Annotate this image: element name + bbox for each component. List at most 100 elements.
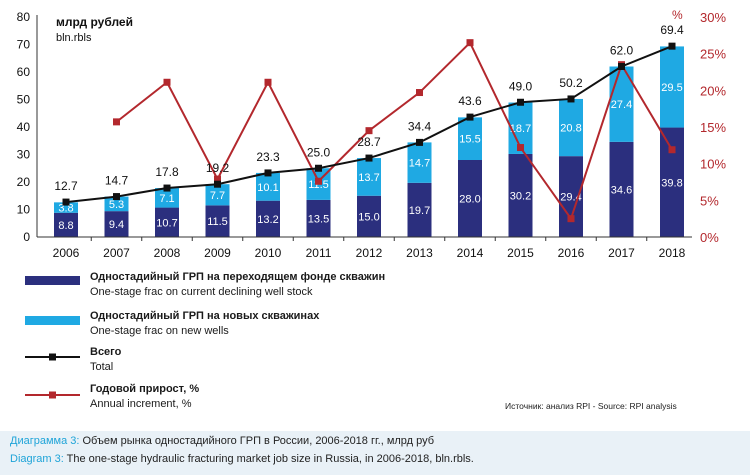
legend-total-ru: Всего bbox=[90, 346, 122, 358]
total-label: 43.6 bbox=[458, 94, 482, 108]
caption-en-label: Diagram 3: bbox=[10, 453, 64, 465]
figure-caption: Диаграмма 3: Объем рынка одностадийного … bbox=[0, 431, 750, 475]
bar-stock-label: 13.5 bbox=[308, 213, 329, 225]
y-tick-label: 20 bbox=[17, 175, 31, 189]
bar-new bbox=[104, 196, 129, 212]
total-label: 25.0 bbox=[307, 145, 331, 159]
increment-line bbox=[115, 40, 673, 221]
total-label: 62.0 bbox=[610, 44, 634, 58]
bar-stock bbox=[407, 182, 432, 237]
bar-new bbox=[54, 202, 78, 213]
bar-new bbox=[357, 158, 381, 196]
total-point bbox=[567, 95, 575, 103]
y2-tick-label: 30% bbox=[700, 10, 726, 25]
total-point bbox=[315, 164, 322, 172]
bar-stock bbox=[609, 141, 634, 237]
legend-item-stock: Одностадийный ГРП на переходящем фонде с… bbox=[90, 270, 385, 300]
bar-stock bbox=[256, 200, 280, 237]
increment-point bbox=[567, 215, 575, 223]
caption-ru-label: Диаграмма 3: bbox=[10, 435, 80, 447]
legend-stock-en: One-stage frac on current declining well… bbox=[90, 286, 313, 298]
increment-point bbox=[315, 177, 322, 185]
legend-increment-ru: Годовой прирост, % bbox=[90, 383, 200, 395]
increment-point bbox=[113, 118, 120, 126]
y-tick-label: 50 bbox=[17, 93, 31, 107]
x-tick-label: 2018 bbox=[659, 246, 686, 260]
bar-stock-label: 8.8 bbox=[58, 220, 73, 232]
legend-increment-en: Annual increment, % bbox=[90, 398, 192, 410]
bar-stock-label: 34.6 bbox=[611, 184, 632, 196]
bar-new bbox=[256, 172, 280, 201]
y2-tick-label: 10% bbox=[700, 157, 726, 172]
total-point bbox=[365, 154, 373, 162]
total-label: 49.0 bbox=[509, 79, 533, 93]
y2-tick-label: 0% bbox=[700, 230, 719, 245]
bar-stock-label: 28.0 bbox=[459, 194, 480, 206]
total-label: 69.4 bbox=[660, 23, 684, 37]
y-tick-label: 30 bbox=[17, 148, 31, 162]
bar-new bbox=[407, 142, 432, 183]
y-axis-label-en: bln.rbls bbox=[56, 32, 92, 44]
bar-new bbox=[559, 98, 583, 157]
increment-point bbox=[264, 78, 272, 86]
bar-new-label: 15.5 bbox=[459, 134, 480, 146]
bar-new-label: 3.8 bbox=[58, 203, 73, 215]
total-point bbox=[416, 138, 423, 146]
legend-swatch-total-marker bbox=[49, 353, 56, 361]
bar-stock bbox=[54, 212, 78, 237]
bar-new bbox=[660, 46, 684, 128]
bar-stock bbox=[458, 160, 482, 237]
x-tick-label: 2009 bbox=[204, 246, 231, 260]
total-point bbox=[466, 113, 474, 121]
x-tick-label: 2013 bbox=[406, 246, 433, 260]
legend-new-en: One-stage frac on new wells bbox=[90, 325, 229, 337]
x-tick-label: 2015 bbox=[507, 246, 534, 260]
total-label: 17.8 bbox=[155, 165, 179, 179]
y-tick-label: 40 bbox=[17, 120, 31, 134]
increment-point bbox=[668, 146, 676, 154]
y-tick-label: 10 bbox=[17, 203, 31, 217]
bar-new-label: 29.5 bbox=[661, 82, 682, 94]
legend-swatches bbox=[25, 276, 80, 399]
legend-swatch-stock bbox=[25, 276, 80, 285]
total-point bbox=[163, 184, 171, 192]
x-tick-label: 2007 bbox=[103, 246, 130, 260]
increment-point bbox=[365, 127, 373, 135]
bar-new-label: 27.4 bbox=[611, 99, 632, 111]
caption-en-text: The one-stage hydraulic fracturing marke… bbox=[63, 453, 474, 465]
bar-stock-label: 19.7 bbox=[409, 205, 430, 217]
bar-new-label: 20.8 bbox=[560, 123, 581, 135]
x-tick-label: 2014 bbox=[457, 246, 484, 260]
legend-new-ru: Одностадийный ГРП на новых скважинах bbox=[90, 310, 320, 322]
bar-stock bbox=[357, 195, 381, 237]
legend-item-increment: Годовой прирост, % Annual increment, % bbox=[90, 382, 199, 412]
bar-new bbox=[205, 184, 230, 206]
y2-tick-label: 25% bbox=[700, 47, 726, 62]
total-point bbox=[618, 63, 625, 70]
total-point bbox=[113, 193, 120, 201]
x-tick-label: 2012 bbox=[356, 246, 383, 260]
bar-new bbox=[155, 188, 179, 208]
legend-swatch-increment-marker bbox=[49, 391, 56, 399]
total-point bbox=[214, 180, 221, 188]
bar-stock-label: 15.0 bbox=[358, 211, 379, 223]
total-point bbox=[517, 98, 524, 106]
x-tick-label: 2017 bbox=[608, 246, 635, 260]
total-point bbox=[668, 42, 676, 50]
bar-stock-label: 13.2 bbox=[257, 214, 278, 226]
increment-point bbox=[214, 175, 221, 183]
total-label: 50.2 bbox=[559, 76, 583, 90]
total-label: 23.3 bbox=[256, 150, 280, 164]
caption-ru-text: Объем рынка одностадийного ГРП в России,… bbox=[79, 435, 435, 447]
bar-stock bbox=[104, 211, 129, 237]
increment-point bbox=[517, 144, 524, 152]
bar-new-label: 10.1 bbox=[257, 182, 278, 194]
y-tick-label: 60 bbox=[17, 65, 31, 79]
bar-stock-label: 9.4 bbox=[109, 219, 124, 231]
y-axis-label-ru: млрд рублей bbox=[56, 15, 133, 29]
total-point bbox=[62, 198, 70, 206]
total-label: 19.2 bbox=[206, 161, 230, 175]
chart-canvas: млрд рублей bln.rbls% 0 10 20 30 40 50 60 70 80 0% 5… bbox=[17, 8, 727, 260]
bar-stock-label: 30.2 bbox=[510, 190, 531, 202]
bar-stock bbox=[205, 205, 230, 237]
